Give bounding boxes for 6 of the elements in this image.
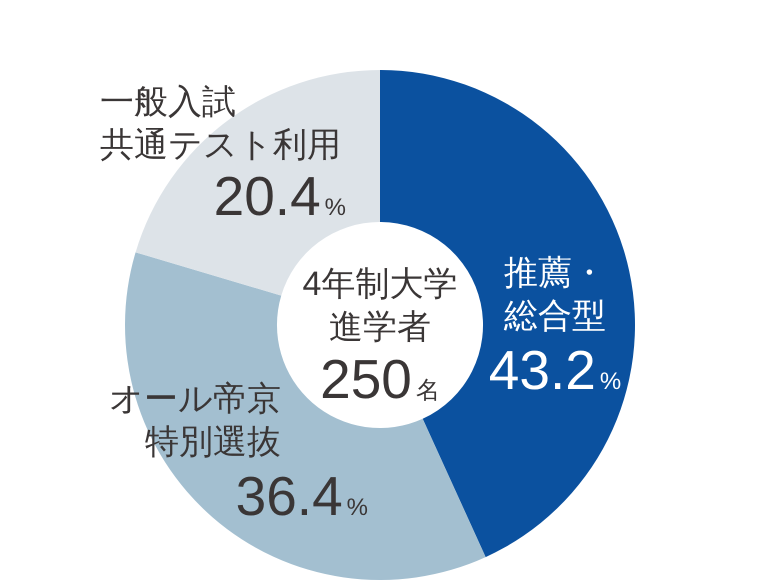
data-label: 20.4%	[214, 165, 346, 227]
slice-label: 推薦・総合型	[503, 254, 606, 335]
data-label: 43.2%	[488, 339, 622, 401]
text: 4年制大学進学者	[302, 265, 458, 346]
data-label: 36.4%	[236, 465, 368, 527]
slice-label: 一般入試共通テスト利用	[100, 83, 341, 164]
